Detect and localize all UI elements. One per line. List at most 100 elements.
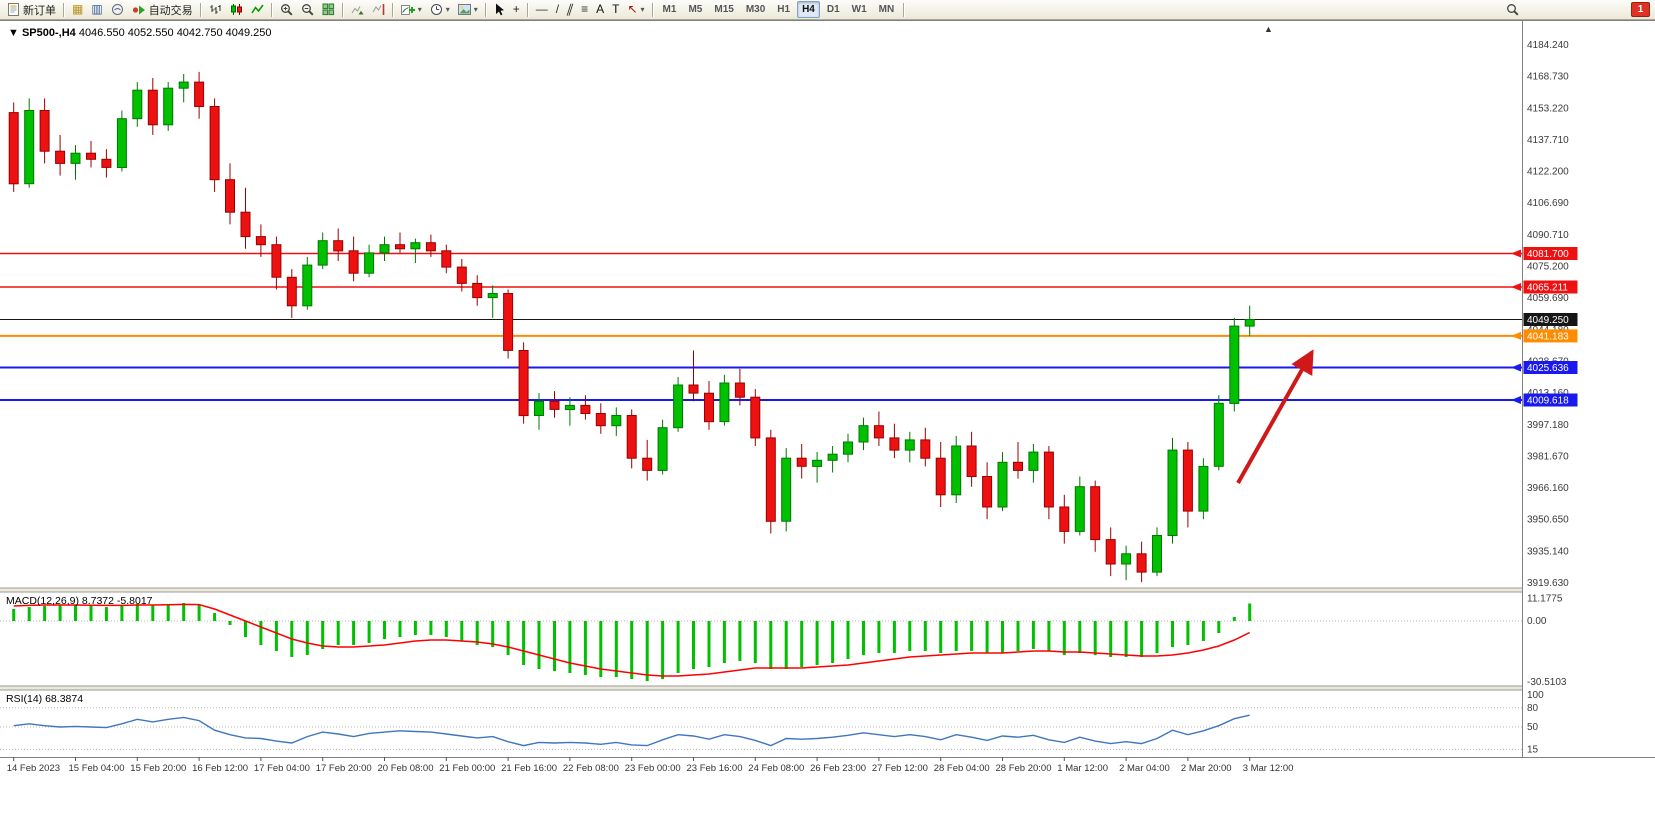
svg-text:0.00: 0.00: [1527, 616, 1547, 627]
crosshair-tool-button[interactable]: +: [509, 0, 524, 19]
svg-text:15 Feb 20:00: 15 Feb 20:00: [130, 763, 186, 774]
tile-windows-icon-icon: [322, 3, 335, 16]
auto-scroll-icon[interactable]: [347, 0, 368, 19]
price-tag-4081.700: 4081.700: [1524, 247, 1578, 260]
periods-button[interactable]: ▾: [426, 0, 454, 19]
price-tag-4009.618: 4009.618: [1524, 394, 1578, 407]
auto-scroll-icon-icon: [351, 3, 364, 16]
timeframe-button-w1[interactable]: W1: [847, 1, 872, 18]
svg-text:4065.211: 4065.211: [1527, 283, 1568, 294]
svg-text:3935.140: 3935.140: [1527, 546, 1569, 557]
templates-button[interactable]: ▾: [454, 0, 482, 19]
svg-text:4059.690: 4059.690: [1527, 293, 1569, 304]
timeframe-button-h4[interactable]: H4: [797, 1, 820, 18]
svg-text:4041.183: 4041.183: [1527, 331, 1569, 342]
auto-trading-button[interactable]: 自动交易: [128, 0, 197, 19]
arrows-tool-button-dropdown-arrow-icon[interactable]: ▾: [641, 5, 645, 14]
search-icon: [1506, 3, 1519, 16]
svg-text:3950.650: 3950.650: [1527, 515, 1569, 526]
channel-tool-button[interactable]: ∥: [563, 0, 577, 19]
line-chart-icon[interactable]: [247, 0, 268, 19]
horizontal-line-tool-button[interactable]: —: [532, 0, 552, 19]
bar-chart-icon-icon: [209, 3, 222, 16]
new-chart-button-dropdown-arrow-icon[interactable]: ▾: [418, 5, 422, 14]
macd-label: MACD(12,26,9) 8.7372 -5.8017: [6, 595, 153, 607]
svg-text:4153.220: 4153.220: [1527, 103, 1569, 114]
line-chart-icon-icon: [251, 3, 264, 16]
candlestick-chart-icon-icon: [230, 3, 243, 16]
timeframe-button-m5[interactable]: M5: [683, 1, 707, 18]
toolbar-separator: [342, 3, 344, 17]
zoom-in-icon[interactable]: [276, 0, 297, 19]
svg-text:4049.250: 4049.250: [1527, 315, 1569, 326]
svg-text:-30.5103: -30.5103: [1527, 677, 1567, 688]
notification-badge[interactable]: 1: [1631, 2, 1650, 17]
label-tool-button[interactable]: T: [608, 0, 623, 19]
timeframe-button-mn[interactable]: MN: [874, 1, 900, 18]
trendline-tool-button[interactable]: /: [552, 0, 563, 19]
svg-text:28 Feb 04:00: 28 Feb 04:00: [934, 763, 990, 774]
templates-button-dropdown-arrow-icon[interactable]: ▾: [474, 5, 478, 14]
svg-text:21 Feb 00:00: 21 Feb 00:00: [439, 763, 495, 774]
chart-window: ▲4184.2404168.7304153.2204137.7104122.20…: [0, 20, 1655, 824]
timeframe-button-m30[interactable]: M30: [741, 1, 770, 18]
svg-text:3981.670: 3981.670: [1527, 451, 1569, 462]
timeframe-button-d1[interactable]: D1: [822, 1, 845, 18]
svg-text:27 Feb 12:00: 27 Feb 12:00: [872, 763, 928, 774]
chart-background: [0, 20, 1655, 824]
toolbar-right-cluster: 1: [1502, 0, 1652, 19]
svg-text:50: 50: [1527, 722, 1539, 733]
price-chart: ▲4184.2404168.7304153.2204137.7104122.20…: [0, 20, 1655, 824]
svg-text:3919.630: 3919.630: [1527, 578, 1569, 589]
navigator-icon[interactable]: [107, 0, 128, 19]
price-tag-4041.183: 4041.183: [1524, 329, 1578, 342]
svg-text:4025.636: 4025.636: [1527, 363, 1569, 374]
toolbar: 新订单▦▥自动交易▾▾▾+—/∥≡AT↖▾M1M5M15M30H1H4D1W1M…: [0, 0, 1655, 20]
periods-button-dropdown-arrow-icon[interactable]: ▾: [446, 5, 450, 14]
svg-text:2 Mar 04:00: 2 Mar 04:00: [1119, 763, 1170, 774]
bar-chart-icon[interactable]: [205, 0, 226, 19]
tile-windows-icon[interactable]: [318, 0, 339, 19]
chart-shift-icon[interactable]: [368, 0, 389, 19]
svg-text:4184.240: 4184.240: [1527, 40, 1569, 51]
svg-text:14 Feb 2023: 14 Feb 2023: [7, 763, 60, 774]
market-watch-icon[interactable]: ▥: [87, 0, 106, 19]
new-order-button[interactable]: 新订单: [3, 0, 60, 19]
svg-text:3997.180: 3997.180: [1527, 420, 1569, 431]
arrows-tool-glyph: ↖: [627, 3, 637, 16]
text-tool-glyph: A: [596, 3, 604, 16]
cursor-tool-icon: [494, 3, 505, 16]
svg-text:4090.710: 4090.710: [1527, 230, 1569, 241]
toolbar-separator: [652, 3, 654, 17]
templates-icon: [458, 3, 471, 16]
svg-text:23 Feb 16:00: 23 Feb 16:00: [687, 763, 743, 774]
cursor-tool-button[interactable]: [490, 0, 509, 19]
zoom-out-icon[interactable]: [297, 0, 318, 19]
timeframe-button-m1[interactable]: M1: [658, 1, 682, 18]
market-watch-icon-glyph: ▥: [91, 3, 102, 16]
label-tool-glyph: T: [612, 3, 619, 16]
svg-text:15 Feb 04:00: 15 Feb 04:00: [69, 763, 125, 774]
horizontal-line-tool-glyph: —: [536, 3, 548, 16]
fibonacci-tool-button[interactable]: ≡: [577, 0, 592, 19]
search-button[interactable]: [1502, 0, 1523, 19]
svg-text:2 Mar 20:00: 2 Mar 20:00: [1181, 763, 1232, 774]
new-order-icon: [7, 3, 20, 16]
candlestick-chart-icon[interactable]: [226, 0, 247, 19]
chart-shift-icon-icon: [372, 3, 385, 16]
svg-text:1 Mar 12:00: 1 Mar 12:00: [1057, 763, 1108, 774]
arrows-tool-button[interactable]: ↖▾: [623, 0, 648, 19]
chart-shift-marker[interactable]: ▲: [1264, 24, 1273, 34]
charts-icon[interactable]: ▦: [68, 0, 87, 19]
new-chart-icon: [401, 3, 415, 16]
new-chart-button[interactable]: ▾: [397, 0, 426, 19]
timeframe-button-h1[interactable]: H1: [772, 1, 795, 18]
svg-text:4081.700: 4081.700: [1527, 249, 1569, 260]
navigator-icon-icon: [111, 3, 124, 16]
svg-text:28 Feb 20:00: 28 Feb 20:00: [996, 763, 1052, 774]
timeframe-button-m15[interactable]: M15: [709, 1, 738, 18]
svg-text:24 Feb 08:00: 24 Feb 08:00: [748, 763, 804, 774]
toolbar-separator: [63, 3, 65, 17]
text-tool-button[interactable]: A: [592, 0, 608, 19]
svg-text:4168.730: 4168.730: [1527, 72, 1569, 83]
